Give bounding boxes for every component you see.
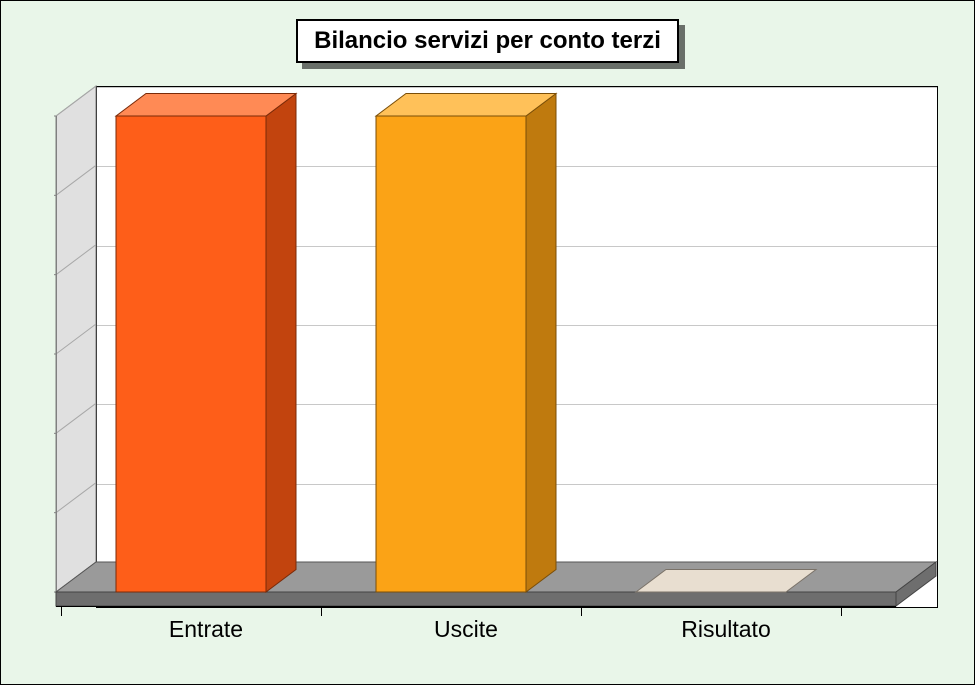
bar-entrate <box>116 94 296 593</box>
x-tick <box>61 606 62 616</box>
chart-title: Bilancio servizi per conto terzi <box>296 19 679 63</box>
bar-risultato <box>636 570 816 593</box>
x-tick <box>321 606 322 616</box>
x-tick <box>581 606 582 616</box>
x-label-risultato: Risultato <box>606 616 846 643</box>
x-baseline <box>56 606 896 607</box>
x-tick <box>841 606 842 616</box>
x-label-entrate: Entrate <box>86 616 326 643</box>
chart-title-wrap: Bilancio servizi per conto terzi <box>1 19 974 63</box>
bars-layer <box>56 86 940 610</box>
bar-uscite <box>376 94 556 593</box>
x-label-uscite: Uscite <box>346 616 586 643</box>
chart-root: Bilancio servizi per conto terzi Entrate U… <box>0 0 975 685</box>
